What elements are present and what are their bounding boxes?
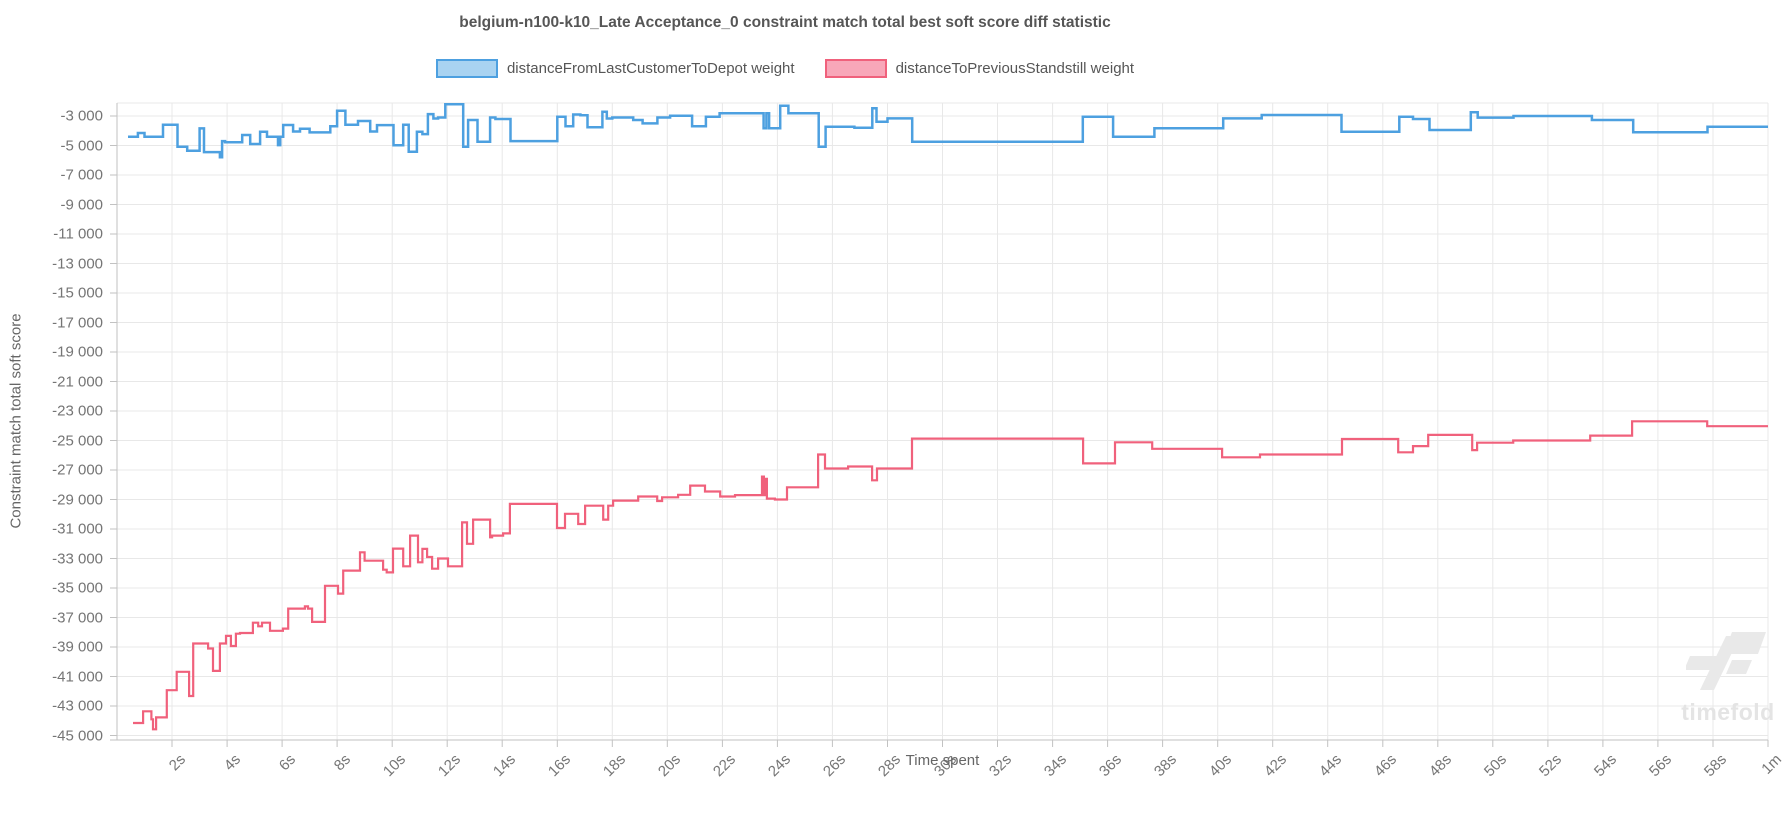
y-tick-label: -41 000 — [52, 668, 103, 685]
y-tick-label: -17 000 — [52, 314, 103, 331]
y-tick-label: -15 000 — [52, 284, 103, 302]
y-tick-label: -25 000 — [52, 432, 103, 449]
legend-label: distanceFromLastCustomerToDepot weight — [506, 60, 795, 77]
timefold-logo-icon — [1684, 632, 1766, 690]
y-tick-label: -11 000 — [53, 225, 103, 243]
y-tick-label: -5 000 — [60, 137, 103, 154]
y-tick-label: -37 000 — [52, 609, 103, 626]
legend-swatch-icon — [824, 59, 887, 78]
chart-title: belgium-n100-k10_Late Acceptance_0 const… — [459, 14, 1111, 31]
y-tick-label: -35 000 — [52, 579, 103, 597]
y-tick-label: -19 000 — [52, 343, 103, 361]
y-tick-label: -23 000 — [52, 402, 103, 420]
y-tick-label: -31 000 — [52, 520, 103, 538]
y-tick-label: -13 000 — [52, 255, 103, 272]
y-tick-label: -33 000 — [52, 550, 103, 567]
watermark: timefold — [1668, 630, 1788, 726]
legend-swatch-icon — [435, 59, 498, 78]
y-tick-label: -3 000 — [60, 107, 103, 125]
legend-label: distanceToPreviousStandstill weight — [895, 60, 1135, 77]
y-tick-label: -45 000 — [52, 727, 103, 744]
watermark-text: timefold — [1681, 699, 1775, 725]
y-tick-label: -27 000 — [52, 461, 103, 479]
x-axis-title: Time spent — [905, 752, 980, 769]
legend-item-1[interactable]: distanceToPreviousStandstill weight — [824, 59, 1135, 78]
legend-item-0[interactable]: distanceFromLastCustomerToDepot weight — [435, 59, 795, 78]
y-axis-title: Constraint match total soft score — [7, 313, 25, 529]
y-tick-label: -29 000 — [52, 491, 103, 508]
legend: distanceFromLastCustomerToDepot weight di… — [0, 59, 1570, 78]
y-tick-label: -9 000 — [60, 196, 103, 213]
y-tick-label: -43 000 — [52, 697, 103, 715]
y-tick-label: -39 000 — [52, 638, 103, 656]
y-tick-label: -21 000 — [52, 373, 103, 390]
y-tick-label: -7 000 — [60, 166, 103, 184]
